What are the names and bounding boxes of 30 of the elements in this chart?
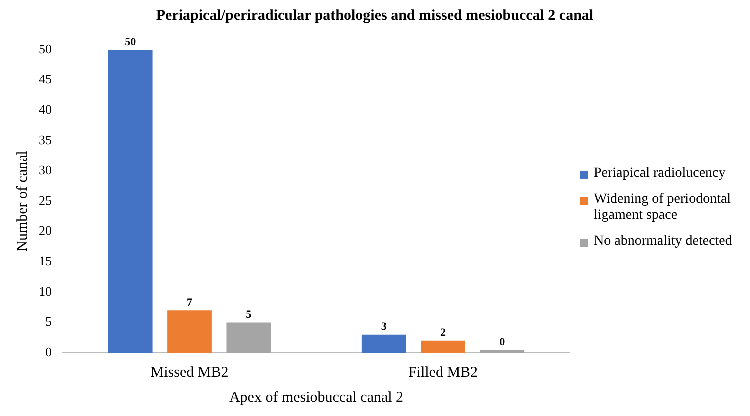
data-label: 50 <box>125 36 137 48</box>
bar <box>108 50 153 353</box>
x-tick-label: Filled MB2 <box>408 364 478 381</box>
bar <box>362 334 406 353</box>
chart-title: Periapical/periradicular pathologies and missed mesiobuccal 2 canal <box>155 8 595 25</box>
y-tick-label: 30 <box>39 162 52 178</box>
data-label: 5 <box>246 309 252 322</box>
y-axis-title: Number of canal <box>14 151 31 252</box>
y-tick-label: 25 <box>39 192 52 208</box>
x-tick-label: Missed MB2 <box>150 364 229 381</box>
y-tick-label: 45 <box>39 72 52 87</box>
data-label: 3 <box>381 321 388 334</box>
data-label: 0 <box>500 336 506 348</box>
data-label: 7 <box>187 296 193 309</box>
bar <box>226 322 272 353</box>
legend-label: Periapical radiolucency <box>594 166 726 182</box>
y-tick-label: 5 <box>46 314 52 330</box>
y-tick-label: 35 <box>39 132 52 148</box>
y-tick-label: 40 <box>39 102 52 118</box>
y-tick-label: 0 <box>46 344 52 360</box>
y-tick-label: 50 <box>39 41 52 56</box>
bar <box>168 310 212 353</box>
y-tick-label: 15 <box>39 254 52 269</box>
x-axis-title: Apex of mesiobuccal canal 2 <box>229 390 404 406</box>
y-tick-label: 20 <box>39 223 52 238</box>
y-tick-label: 10 <box>39 284 52 299</box>
bar <box>421 340 466 353</box>
data-label: 2 <box>440 327 446 340</box>
legend-label: Widening of periodontal ligament space <box>594 192 732 224</box>
legend-label: No abnormality detected <box>594 234 732 250</box>
